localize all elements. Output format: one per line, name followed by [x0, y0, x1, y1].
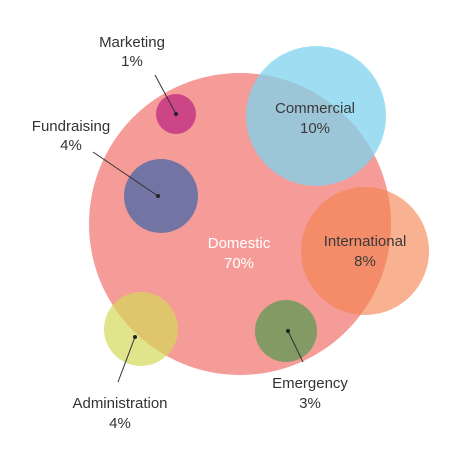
label-marketing-name: Marketing [99, 34, 165, 51]
label-emergency-percent: 3% [299, 395, 321, 412]
label-commercial-name: Commercial [275, 100, 355, 117]
label-commercial-percent: 10% [300, 120, 330, 137]
label-international-percent: 8% [354, 253, 376, 270]
label-marketing-percent: 1% [121, 53, 143, 70]
label-international-name: International [324, 233, 407, 250]
dot-marketing [174, 112, 178, 116]
leader-emergency [287, 330, 304, 363]
bubble-administration [104, 292, 178, 366]
dot-fundraising [156, 194, 160, 198]
label-fundraising-percent: 4% [60, 137, 82, 154]
label-domestic-name: Domestic [208, 235, 271, 252]
label-fundraising-name: Fundraising [32, 118, 110, 135]
dot-administration [133, 335, 137, 339]
leader-marketing [154, 74, 177, 115]
leader-administration [117, 336, 136, 383]
label-administration-name: Administration [72, 395, 167, 412]
label-domestic-percent: 70% [224, 255, 254, 272]
label-administration-percent: 4% [109, 415, 131, 432]
bubble-commercial [246, 46, 386, 186]
bubble-international [301, 187, 429, 315]
label-emergency-name: Emergency [272, 375, 348, 392]
leader-fundraising [92, 151, 159, 197]
bubble-fundraising [124, 159, 198, 233]
dot-emergency [286, 329, 290, 333]
